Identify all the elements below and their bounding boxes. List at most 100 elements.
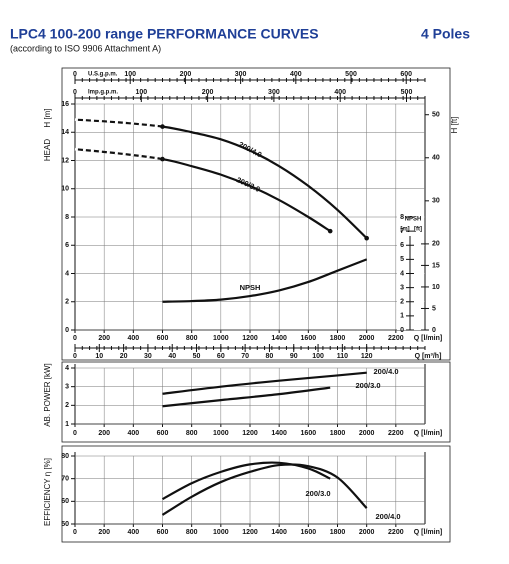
y2-axis-label: H [ft]: [450, 117, 459, 134]
x-tick-label: 400: [127, 335, 139, 342]
y-tick-label: 8: [65, 214, 69, 221]
x-tick-label: 800: [186, 335, 198, 342]
extra-x-tick-label: 120: [361, 353, 373, 360]
x-tick-label: 600: [157, 529, 169, 536]
extra-x-tick-label: 90: [290, 353, 298, 360]
curve-point: [327, 228, 333, 234]
x-tick-label: 1000: [213, 335, 229, 342]
curve-label: 200/4.0: [375, 512, 400, 521]
extra-x-tick-label: 100: [124, 71, 136, 78]
x-tick-label: 2000: [359, 430, 375, 437]
frame: [61, 445, 451, 543]
extra-x-tick-label: 110: [337, 353, 348, 360]
x-tick-label: 400: [127, 529, 139, 536]
x-axis-label: Q [l/min]: [414, 430, 442, 437]
curve: [161, 463, 368, 516]
curve-label: 200/3.0: [305, 489, 330, 498]
y-tick-label: 60: [61, 498, 69, 505]
x-tick-label: 1200: [242, 335, 258, 342]
poles: 4 Poles: [421, 26, 470, 42]
frame: [61, 361, 451, 443]
npsh-m-tick-label: 6: [400, 242, 404, 249]
x-tick-label: 2000: [359, 335, 375, 342]
x-tick-label: 600: [157, 430, 169, 437]
extra-x-axis-label: Imp.g.p.m.: [88, 90, 118, 96]
npsh-ft-tick-label: 15: [432, 262, 440, 269]
x-tick-label: 2000: [359, 529, 375, 536]
extra-x-tick-label: 500: [401, 89, 413, 96]
curve-label: 200/4.0: [373, 367, 398, 376]
x-tick-label: 1400: [271, 335, 287, 342]
extra-x-tick-label: 200: [202, 89, 214, 96]
y-tick-label: 10: [61, 186, 69, 193]
extra-x-tick-label: 70: [241, 353, 249, 360]
x-tick-label: 1400: [271, 430, 287, 437]
curve: [161, 461, 331, 501]
npsh-ft-tick-label: 20: [432, 241, 440, 248]
dash-gap: [74, 118, 163, 128]
extra-x-tick-label: 40: [168, 353, 176, 360]
extra-x-tick-label: 600: [400, 71, 412, 78]
dash-gap: [74, 147, 163, 161]
x-tick-label: 1000: [213, 529, 229, 536]
extra-x-tick-label: 100: [312, 353, 324, 360]
x-tick-label: 1000: [213, 430, 229, 437]
x-tick-label: 1800: [330, 529, 346, 536]
extra-x-tick-label: 500: [345, 71, 357, 78]
extra-x-tick-label: 400: [334, 89, 346, 96]
extra-x-tick-label: 400: [290, 71, 302, 78]
x-tick-label: 1800: [330, 430, 346, 437]
npsh-m-tick-label: 0: [400, 327, 404, 334]
x-axis-label: Q [l/min]: [414, 335, 442, 342]
x-tick-label: 1200: [242, 529, 258, 536]
extra-x-tick-label: 200: [180, 71, 192, 78]
extra-x-tick-label: 0: [73, 353, 77, 360]
y-axis-label: H [m]: [43, 108, 52, 127]
curve: [162, 371, 367, 395]
extra-x-tick-label: 20: [120, 353, 128, 360]
curve-label: 200/3.0: [355, 381, 380, 390]
x-tick-label: 200: [98, 529, 110, 536]
y-tick-label: 2: [65, 299, 69, 306]
y-axis-label: HEAD: [43, 139, 52, 161]
x-tick-label: 600: [157, 335, 169, 342]
y-tick-label: 1: [65, 421, 69, 428]
curve-point: [364, 235, 369, 241]
curve: [162, 258, 368, 303]
npsh-m-tick-label: 8: [400, 214, 404, 221]
x-tick-label: 800: [186, 430, 198, 437]
y-tick-label: 0: [65, 327, 69, 334]
y-tick-label: 50: [61, 521, 69, 528]
y2-tick-label: 30: [432, 198, 440, 205]
x-tick-label: 1600: [301, 430, 317, 437]
extra-x-tick-label: 30: [144, 353, 152, 360]
extra-x-tick-label: 80: [266, 353, 274, 360]
npsh-title: NPSH: [405, 217, 422, 223]
y2-tick-label: 40: [432, 155, 440, 162]
npsh-m-tick-label: 5: [400, 256, 404, 263]
extra-x-axis-label: Q [m³/h]: [415, 353, 442, 360]
curve-point: [160, 156, 165, 162]
npsh-ft-tick-label: 0: [432, 327, 436, 334]
x-axis-label: Q [l/min]: [414, 529, 442, 536]
extra-x-tick-label: 60: [217, 353, 225, 360]
y-tick-label: 16: [61, 101, 69, 108]
frame: [61, 67, 451, 361]
x-tick-label: 800: [186, 529, 198, 536]
title: LPC4 100-200 range PERFORMANCE CURVES: [10, 26, 319, 42]
x-tick-label: 2200: [388, 335, 404, 342]
extra-x-tick-label: 100: [135, 89, 147, 96]
y-tick-label: 6: [65, 242, 69, 249]
x-tick-label: 200: [98, 430, 110, 437]
x-tick-label: 2200: [388, 529, 404, 536]
y-tick-label: 4: [65, 365, 69, 372]
npsh-m-tick-label: 2: [400, 299, 404, 306]
extra-x-tick-label: 50: [193, 353, 201, 360]
y-tick-label: 70: [61, 476, 69, 483]
y-tick-label: 4: [65, 270, 69, 277]
extra-x-tick-label: 0: [73, 89, 77, 96]
y-axis-label: AB. POWER [kW]: [43, 363, 52, 427]
npsh-m-tick-label: 7: [400, 228, 404, 235]
x-tick-label: 1200: [242, 430, 258, 437]
